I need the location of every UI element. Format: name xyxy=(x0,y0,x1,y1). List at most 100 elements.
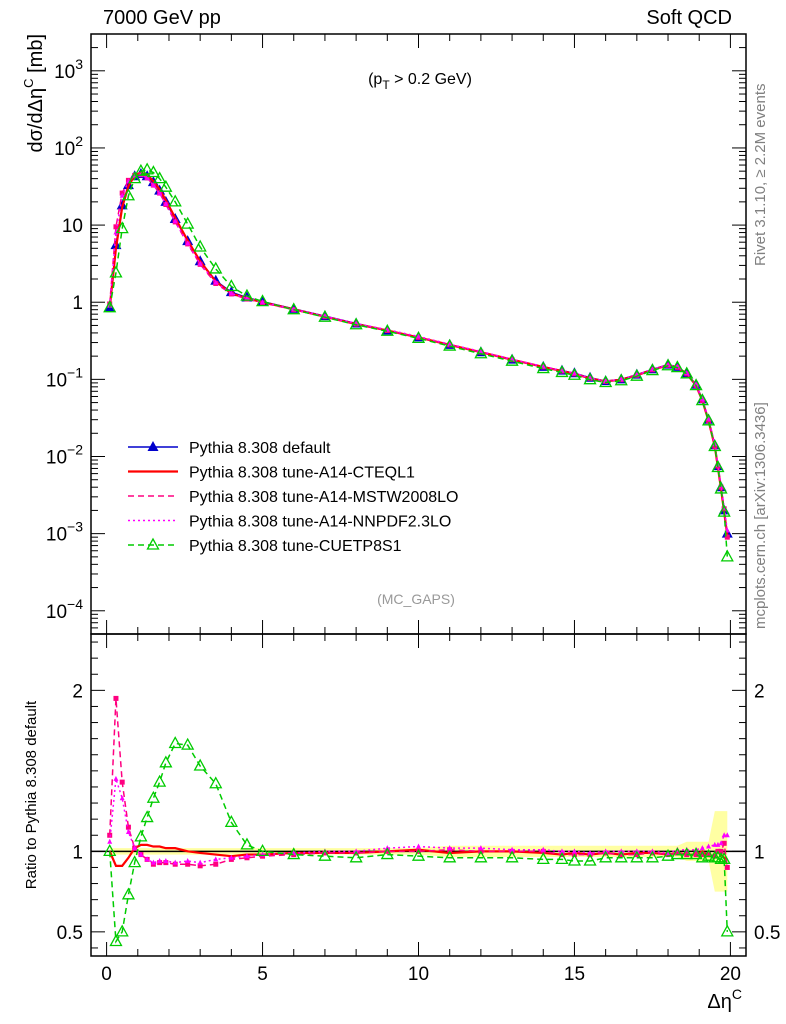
ratio-y-tick-label: 0.5 xyxy=(57,923,83,944)
data-point xyxy=(699,395,705,401)
axis-labels: 0 5 10 15 20 10−4 10−3 10−2 10−1 1 10 102 103 0.5 0.5 1… xyxy=(21,34,780,1013)
legend-entry-0: Pythia 8.308 default xyxy=(128,440,331,457)
cut-annotation: (pT > 0.2 GeV) xyxy=(368,71,472,92)
ratio-point xyxy=(567,853,582,866)
ratio-point xyxy=(213,861,219,867)
ratio-point xyxy=(157,858,163,864)
data-point xyxy=(144,174,150,180)
data-point xyxy=(724,534,730,540)
legend-entry-2: Pythia 8.308 tune-A14-MSTW2008LO xyxy=(128,489,458,506)
ratio-point xyxy=(172,859,178,865)
ratio-y-tick-label: 2 xyxy=(72,681,83,702)
ratio-point xyxy=(693,852,699,858)
ratio-point xyxy=(380,847,394,860)
data-point xyxy=(411,331,426,344)
header-collision-label: 7000 GeV pp xyxy=(103,7,221,29)
x-tick-label: 0 xyxy=(101,964,112,985)
ratio-point xyxy=(717,852,731,865)
ratio-point xyxy=(119,795,125,801)
ratio-series-4 xyxy=(103,736,734,947)
side-text-mcplots: mcplots.cern.ch [arXiv:1306.3436] xyxy=(752,402,769,629)
ratio-point xyxy=(163,858,169,864)
data-point xyxy=(670,360,684,373)
data-point xyxy=(599,375,613,388)
ratio-point xyxy=(197,859,203,865)
legend-entry-1: Pythia 8.308 tune-A14-CTEQL1 xyxy=(128,465,415,482)
ratio-point xyxy=(718,848,724,854)
ratio-point xyxy=(555,852,569,865)
ratio-point xyxy=(540,846,546,852)
data-point xyxy=(153,171,167,184)
data-point xyxy=(157,190,163,196)
ratio-point xyxy=(349,850,363,863)
y-tick-label: 102 xyxy=(54,133,83,160)
data-point xyxy=(443,338,457,351)
ratio-point xyxy=(701,848,716,861)
data-point xyxy=(318,309,332,322)
ratio-point xyxy=(113,775,119,781)
ratio-line-2 xyxy=(108,698,729,868)
ratio-point xyxy=(509,846,515,852)
ratio-point xyxy=(240,837,254,850)
ratio-point xyxy=(599,850,613,863)
data-point xyxy=(505,353,519,366)
legend-swatch-marker xyxy=(147,441,159,451)
data-point xyxy=(115,221,129,234)
ratio-point xyxy=(244,853,250,859)
data-point xyxy=(240,288,254,301)
ratio-point xyxy=(614,850,628,863)
ratio-point xyxy=(721,840,727,846)
data-point xyxy=(614,373,628,386)
data-point xyxy=(630,368,644,381)
data-point xyxy=(121,188,136,201)
legend-label: Pythia 8.308 default xyxy=(189,440,331,457)
data-point xyxy=(571,370,577,376)
ratio-point xyxy=(411,848,426,861)
ratio-point xyxy=(699,845,705,851)
ratio-point xyxy=(125,829,131,835)
ratio-point xyxy=(583,853,597,866)
y-tick-label: 1 xyxy=(72,293,83,314)
x-axis-title: ΔηC xyxy=(707,986,742,1013)
ratio-point xyxy=(618,852,624,858)
y-tick-label: 10−3 xyxy=(46,519,83,546)
data-point xyxy=(213,279,219,285)
ratio-y-tick-label-right: 2 xyxy=(754,681,765,702)
data-point xyxy=(197,260,203,266)
ratio-point xyxy=(159,755,173,768)
ratio-point xyxy=(384,848,390,854)
legend-label: Pythia 8.308 tune-A14-MSTW2008LO xyxy=(189,489,458,506)
series-line-4 xyxy=(108,169,729,557)
legend-entry-3: Pythia 8.308 tune-A14-NNPDF2.3LO xyxy=(128,514,451,531)
data-point xyxy=(172,218,178,224)
ratio-point xyxy=(674,850,680,856)
x-tick-label: 20 xyxy=(720,964,741,985)
data-point xyxy=(181,216,195,229)
ratio-point xyxy=(706,843,712,849)
data-point xyxy=(706,415,712,421)
data-point xyxy=(185,240,191,246)
data-point xyxy=(509,356,515,362)
data-point xyxy=(618,376,624,382)
series-0 xyxy=(104,167,733,538)
ratio-point xyxy=(121,887,136,900)
series-4 xyxy=(103,162,734,562)
ratio-point xyxy=(670,847,684,860)
ratio-point xyxy=(185,858,191,864)
ratio-y-tick-label-right: 0.5 xyxy=(754,923,780,944)
ratio-point xyxy=(645,850,660,863)
ratio-point xyxy=(478,845,484,851)
ratio-point xyxy=(689,847,703,860)
data-point xyxy=(244,295,250,301)
x-tick-label: 5 xyxy=(257,964,268,985)
data-point xyxy=(555,365,569,378)
ratio-y-tick-label: 1 xyxy=(72,842,83,863)
ratio-point xyxy=(107,838,113,844)
ratio-point xyxy=(720,924,734,937)
data-point xyxy=(113,229,119,235)
data-point xyxy=(109,265,123,278)
ratio-panel-series xyxy=(91,695,746,947)
y-tick-label: 10−1 xyxy=(46,364,83,391)
data-point xyxy=(645,363,660,376)
